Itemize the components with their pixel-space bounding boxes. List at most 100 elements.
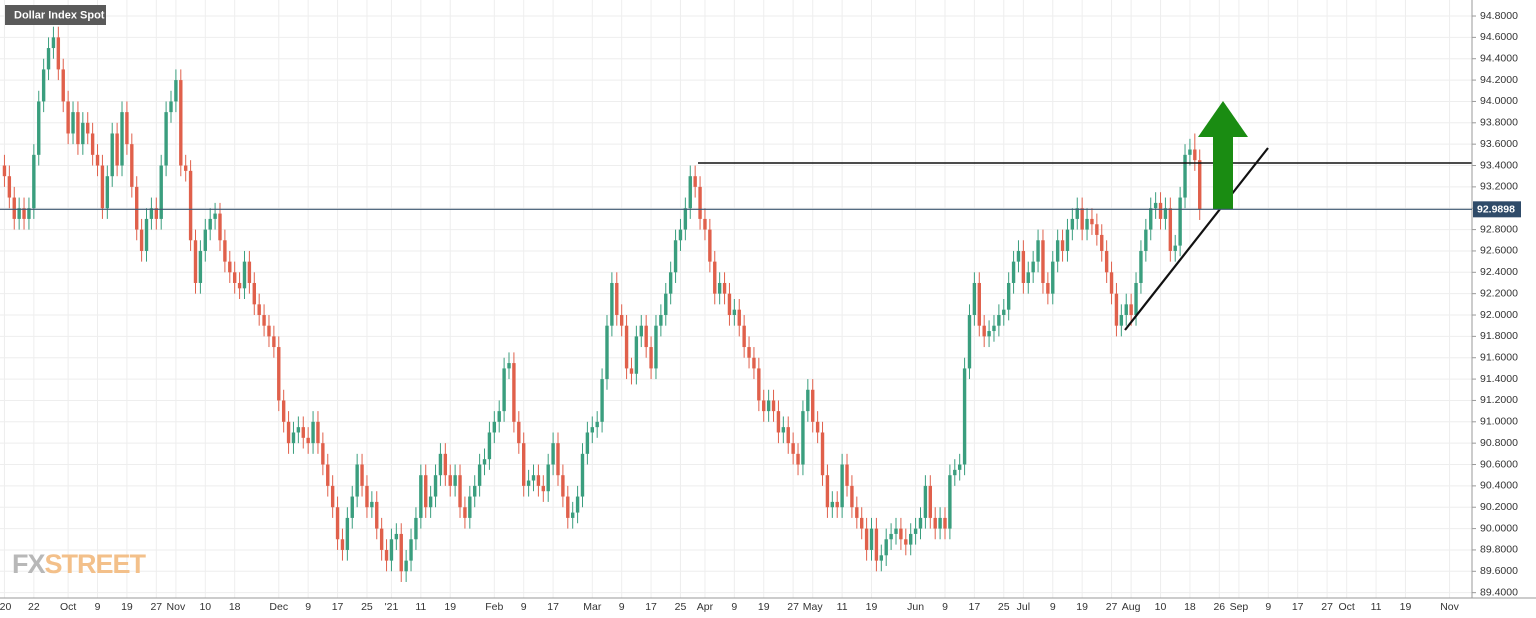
candle-body bbox=[624, 325, 629, 369]
candle-body bbox=[943, 517, 947, 529]
candle-body bbox=[394, 533, 399, 540]
candle-body bbox=[301, 427, 305, 438]
candle-body bbox=[257, 304, 261, 316]
candle-body bbox=[1158, 202, 1163, 219]
candle-body bbox=[913, 528, 918, 534]
y-tick-label: 93.8000 bbox=[1480, 117, 1518, 129]
candle-body bbox=[350, 496, 354, 518]
watermark: FXSTREET bbox=[12, 549, 147, 579]
candle-body bbox=[174, 80, 178, 102]
candle-body bbox=[972, 282, 977, 316]
candle-body bbox=[330, 485, 335, 508]
candle-body bbox=[713, 261, 717, 294]
candle-body bbox=[737, 309, 741, 326]
x-tick-label: Feb bbox=[485, 601, 503, 613]
y-tick-label: 93.6000 bbox=[1480, 138, 1518, 150]
candle-body bbox=[502, 368, 506, 412]
candle-body bbox=[722, 282, 727, 294]
candle-body bbox=[570, 512, 575, 518]
candle-body bbox=[668, 272, 673, 294]
candle-body bbox=[144, 218, 149, 251]
candle-body bbox=[1006, 282, 1011, 310]
candle-body bbox=[1011, 261, 1016, 283]
candle-body bbox=[1153, 202, 1158, 209]
candle-body bbox=[179, 80, 183, 166]
x-tick-label: Jun bbox=[907, 601, 924, 613]
candle-body bbox=[957, 464, 962, 470]
last-price-box bbox=[1473, 201, 1521, 218]
x-tick-label: 9 bbox=[1265, 601, 1271, 613]
x-tick-label: Dec bbox=[269, 601, 288, 613]
x-tick-label: Nov bbox=[167, 601, 186, 613]
candle-body bbox=[267, 325, 271, 337]
x-tick-label: 11 bbox=[837, 601, 848, 613]
candle-body bbox=[277, 347, 281, 401]
candle-body bbox=[1055, 240, 1060, 262]
x-tick-label: Nov bbox=[1440, 601, 1459, 613]
x-tick-label: 27 bbox=[1321, 601, 1333, 613]
candle-body bbox=[1065, 229, 1070, 251]
candle-body bbox=[247, 261, 252, 283]
x-tick-label: 18 bbox=[229, 601, 241, 613]
candle-body bbox=[536, 475, 541, 486]
y-tick-label: 92.8000 bbox=[1480, 223, 1518, 235]
candle-body bbox=[629, 368, 634, 374]
candle-body bbox=[899, 528, 903, 540]
last-price-label: 92.9898 bbox=[1477, 204, 1515, 216]
candle-body bbox=[600, 379, 604, 422]
candle-body bbox=[595, 421, 599, 428]
candle-body bbox=[874, 528, 879, 561]
candle-body bbox=[1026, 272, 1030, 283]
candle-body bbox=[203, 229, 207, 251]
candle-body bbox=[237, 282, 242, 289]
up-arrow bbox=[1198, 101, 1248, 209]
candle-body bbox=[223, 240, 227, 262]
watermark-fx: FX bbox=[12, 549, 45, 579]
candle-body bbox=[365, 485, 369, 508]
candle-body bbox=[105, 176, 110, 209]
y-tick-label: 93.4000 bbox=[1480, 159, 1518, 171]
candle-body bbox=[693, 176, 697, 187]
candle-body bbox=[2, 165, 7, 177]
candle-body bbox=[81, 122, 85, 145]
candle-body bbox=[1021, 250, 1026, 283]
candle-body bbox=[458, 475, 462, 508]
y-tick-label: 94.4000 bbox=[1480, 53, 1518, 65]
x-tick-label: 17 bbox=[1292, 601, 1304, 613]
candle-body bbox=[786, 427, 790, 444]
x-tick-label: Mar bbox=[583, 601, 602, 613]
candle-body bbox=[448, 475, 452, 486]
x-tick-label: 19 bbox=[866, 601, 878, 613]
candle-body bbox=[463, 507, 467, 518]
candle-body bbox=[1119, 315, 1124, 326]
candle-body bbox=[575, 496, 580, 513]
candle-body bbox=[169, 101, 173, 113]
candle-body bbox=[286, 421, 291, 444]
candle-body bbox=[321, 443, 325, 465]
x-tick-label: 11 bbox=[415, 601, 426, 613]
x-tick-label: 25 bbox=[998, 601, 1010, 613]
x-tick-label: Jul bbox=[1017, 601, 1030, 613]
candle-body bbox=[815, 421, 820, 433]
y-tick-label: 92.4000 bbox=[1480, 266, 1518, 278]
candle-body bbox=[850, 485, 854, 508]
candle-body bbox=[526, 480, 531, 486]
candle-body bbox=[492, 421, 497, 433]
candle-body bbox=[1080, 208, 1084, 230]
candle-body bbox=[923, 485, 928, 518]
x-tick-label: 17 bbox=[332, 601, 344, 613]
candle-body bbox=[796, 453, 800, 465]
candle-body bbox=[384, 549, 389, 561]
candle-body bbox=[1051, 261, 1055, 294]
y-tick-label: 94.8000 bbox=[1480, 10, 1518, 22]
candle-body bbox=[678, 229, 683, 241]
candle-body bbox=[512, 363, 516, 422]
candle-body bbox=[551, 443, 555, 465]
y-tick-label: 89.8000 bbox=[1480, 544, 1518, 556]
candle-body bbox=[918, 517, 923, 529]
candle-body bbox=[904, 539, 908, 545]
candle-body bbox=[424, 475, 428, 508]
candle-body bbox=[580, 453, 585, 497]
candle-body bbox=[517, 421, 521, 444]
candle-body bbox=[1090, 218, 1094, 225]
